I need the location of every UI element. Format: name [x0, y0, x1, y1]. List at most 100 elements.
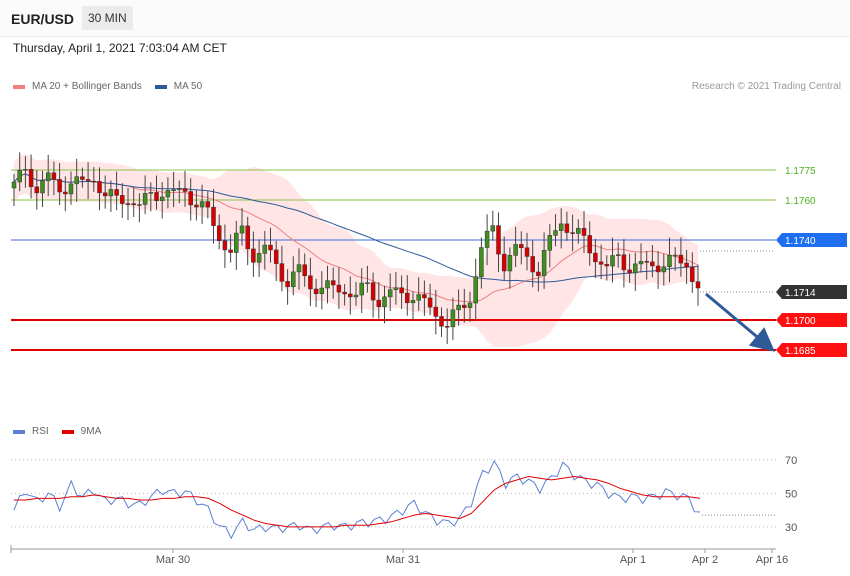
- candle: [262, 230, 268, 270]
- candle: [251, 231, 256, 277]
- candle: [462, 288, 467, 323]
- candle: [667, 237, 672, 283]
- candle-body: [456, 304, 461, 311]
- candle-body: [427, 297, 433, 308]
- candle: [467, 291, 473, 322]
- candle-body: [473, 276, 478, 304]
- candle-body: [690, 266, 695, 282]
- rsi-tick-label: 50: [785, 488, 797, 500]
- legend-ma50: MA 50: [154, 81, 202, 92]
- candle-body: [376, 299, 382, 308]
- candle-body: [627, 269, 632, 274]
- legend-rsi-swatch: [13, 429, 25, 434]
- time-tick-label: Mar 30: [156, 554, 190, 566]
- candle-body: [182, 188, 188, 192]
- candle: [302, 253, 307, 287]
- candle-body: [17, 169, 22, 183]
- rsi-tick-label: 70: [785, 455, 797, 467]
- candle: [684, 249, 689, 285]
- candle-body: [199, 201, 205, 208]
- projection: [705, 292, 775, 352]
- candle-body: [496, 225, 501, 255]
- candle-body: [661, 266, 667, 273]
- candle-body: [387, 289, 393, 298]
- candle-body: [547, 235, 553, 251]
- candle: [234, 220, 239, 270]
- candle: [171, 172, 176, 208]
- candle: [479, 237, 484, 289]
- candle-body: [382, 296, 387, 308]
- candle: [228, 234, 233, 263]
- candle: [28, 154, 34, 199]
- candle: [547, 224, 553, 268]
- candle: [97, 167, 102, 211]
- candle-body: [621, 254, 627, 271]
- candle: [587, 221, 592, 266]
- candle-body: [125, 203, 131, 205]
- candle: [604, 255, 610, 281]
- candle: [216, 214, 222, 250]
- candle: [530, 239, 535, 288]
- candle-body: [296, 264, 302, 273]
- candle: [85, 162, 91, 200]
- candle: [137, 193, 142, 223]
- candle: [17, 152, 22, 192]
- candle: [638, 243, 644, 273]
- candle: [245, 216, 250, 266]
- candle: [154, 175, 159, 210]
- candle-body: [85, 179, 91, 182]
- candle-body: [576, 228, 581, 234]
- candle: [541, 232, 547, 289]
- candle: [68, 171, 74, 205]
- level-1-1685-badge: [776, 343, 847, 357]
- legend-ma50-swatch: [154, 84, 167, 89]
- candle: [496, 212, 501, 273]
- candle-body: [530, 256, 535, 273]
- legend-9ma: 9MA: [61, 426, 101, 437]
- candle-body: [171, 189, 176, 191]
- candle: [142, 175, 148, 215]
- candle: [507, 247, 513, 289]
- candle-body: [131, 203, 136, 206]
- candle-body: [444, 326, 450, 328]
- candle: [456, 289, 461, 326]
- candle-body: [262, 244, 268, 254]
- candle-body: [405, 292, 410, 304]
- candle: [34, 169, 40, 210]
- candle-body: [655, 265, 661, 273]
- candle-body: [28, 169, 34, 188]
- candle: [330, 267, 336, 299]
- candle-body: [57, 179, 62, 193]
- candle-body: [34, 186, 40, 194]
- candle: [558, 208, 564, 249]
- candle-body: [148, 192, 154, 194]
- candle: [222, 224, 228, 268]
- candle: [108, 180, 114, 213]
- candle: [433, 289, 439, 335]
- candle-body: [188, 191, 193, 206]
- candle-body: [234, 232, 239, 253]
- candle: [291, 256, 296, 296]
- report-datetime: Thursday, April 1, 2021 7:03:04 AM CET: [13, 41, 227, 55]
- candle: [524, 232, 530, 271]
- candle: [581, 211, 587, 253]
- candle: [353, 281, 359, 306]
- candle-body: [564, 223, 570, 233]
- time-tick-label: Apr 16: [756, 554, 788, 566]
- legend-ma20-label: MA 20 + Bollinger Bands: [32, 81, 142, 92]
- rsi-panel: 70 50 30: [11, 455, 797, 540]
- candle-body: [650, 261, 655, 267]
- candle: [695, 264, 701, 306]
- candle-body: [672, 254, 678, 257]
- time-tick-label: Apr 2: [692, 554, 718, 566]
- candle-body: [553, 230, 558, 236]
- ma50-line: [13, 173, 699, 283]
- candle-body: [501, 253, 507, 272]
- candle-body: [524, 247, 530, 257]
- candle-body: [68, 183, 74, 195]
- level-1-1700-badge: [776, 313, 847, 327]
- candle: [365, 265, 370, 293]
- candle-body: [177, 188, 182, 190]
- timeframe-button[interactable]: 30 MIN: [82, 6, 133, 30]
- candle-body: [462, 304, 467, 308]
